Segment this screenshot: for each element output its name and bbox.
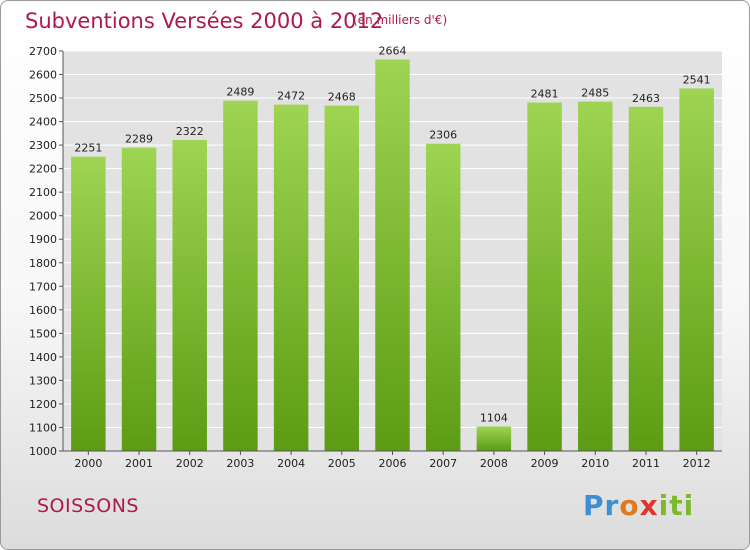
bar-value-label: 2463	[632, 92, 660, 105]
y-axis-ticks: 1000 1100 1200 1300 1400 1500 1600 1700 1800 1900…	[29, 45, 63, 458]
bar-value-label: 2306	[429, 129, 457, 142]
bar-value-label: 2664	[379, 44, 407, 57]
y-tick-label: 1500	[29, 327, 57, 340]
bar-2004	[273, 104, 309, 451]
bar-2007	[425, 143, 461, 452]
y-tick-label: 2500	[29, 92, 57, 105]
bar-2006	[375, 59, 410, 452]
y-tick-label: 1000	[29, 445, 57, 458]
proxiti-logo: Proxiti	[583, 489, 694, 522]
x-tick-label: 2004	[277, 457, 305, 470]
data-labels: 2251 2289 2322 2489 2472 2468 2664 2306 1104 2481…	[74, 44, 710, 424]
y-tick-label: 2100	[29, 186, 57, 199]
bar-value-label: 2289	[125, 133, 153, 146]
x-tick-label: 2003	[226, 457, 254, 470]
logo-letter: P	[583, 489, 605, 522]
y-tick-label: 2400	[29, 116, 57, 129]
x-tick-label: 2012	[683, 457, 711, 470]
y-tick-label: 1700	[29, 280, 57, 293]
bar-value-label: 2481	[531, 88, 559, 101]
x-tick-label: 2007	[429, 457, 457, 470]
logo-letter: i	[683, 489, 695, 522]
logo-letter: x	[639, 489, 659, 522]
bar-2008	[476, 426, 512, 451]
x-tick-label: 2000	[74, 457, 102, 470]
x-tick-label: 2011	[632, 457, 660, 470]
y-tick-label: 1200	[29, 398, 57, 411]
bar-2001	[121, 147, 157, 452]
bar-value-label: 2251	[74, 142, 102, 155]
y-tick-label: 1900	[29, 233, 57, 246]
bar-value-label: 2472	[277, 90, 305, 103]
bar-2011	[628, 106, 664, 451]
logo-letter: o	[619, 489, 640, 522]
bar-2000	[71, 156, 106, 451]
y-tick-label: 1800	[29, 257, 57, 270]
bar-2012	[679, 88, 714, 451]
y-tick-label: 1300	[29, 374, 57, 387]
x-tick-label: 2006	[379, 457, 407, 470]
bar-value-label: 2468	[328, 91, 356, 104]
y-tick-label: 1100	[29, 421, 57, 434]
y-tick-label: 2700	[29, 45, 57, 58]
bar-value-label: 2322	[176, 125, 204, 138]
x-tick-label: 2002	[176, 457, 204, 470]
y-tick-label: 2300	[29, 139, 57, 152]
logo-letter: i	[658, 489, 670, 522]
city-name: SOISSONS	[37, 495, 139, 517]
bar-value-label: 2485	[581, 87, 609, 100]
bar-2005	[324, 105, 360, 452]
chart-unit: (en milliers d'€)	[353, 13, 448, 27]
bar-value-label: 2541	[683, 73, 711, 86]
x-tick-label: 2009	[531, 457, 559, 470]
bar-2003	[223, 100, 258, 451]
logo-letter: t	[669, 489, 684, 522]
bar-value-label: 2489	[226, 86, 254, 99]
x-axis-ticks: 2000 2001 2002 2003 2004 2005 2006 2007 2008 2009…	[74, 451, 711, 470]
chart-title: Subventions Versées 2000 à 2012	[25, 9, 384, 33]
bar-value-label: 1104	[480, 412, 508, 425]
x-tick-label: 2008	[480, 457, 508, 470]
bar-2002	[172, 139, 207, 452]
bar-2010	[578, 101, 613, 452]
x-tick-label: 2001	[125, 457, 153, 470]
bars	[71, 59, 714, 452]
y-tick-label: 2600	[29, 69, 57, 82]
y-tick-label: 2200	[29, 163, 57, 176]
y-tick-label: 2000	[29, 210, 57, 223]
y-tick-label: 1400	[29, 351, 57, 364]
y-tick-label: 1600	[29, 304, 57, 317]
bar-2009	[527, 102, 562, 451]
logo-letter: r	[604, 489, 620, 522]
x-tick-label: 2010	[581, 457, 609, 470]
x-tick-label: 2005	[328, 457, 356, 470]
